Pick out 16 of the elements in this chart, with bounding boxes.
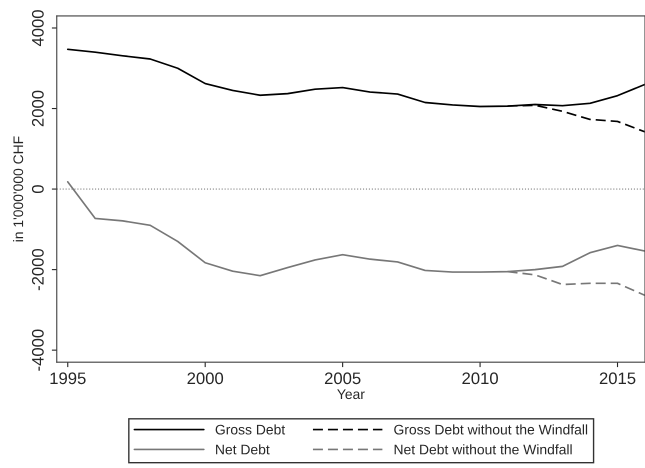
- x-tick-label: 2000: [187, 372, 224, 384]
- y-tick-label: -4000: [32, 329, 44, 371]
- legend-label: Gross Debt without the Windfall: [394, 424, 588, 435]
- y-tick-label: 0: [32, 185, 44, 194]
- y-tick-label: -2000: [32, 248, 44, 290]
- y-tick-label: 2000: [32, 90, 44, 126]
- y-tick-label: 4000: [32, 10, 44, 46]
- x-tick-label: 2010: [462, 372, 498, 384]
- legend-label: Net Debt without the Windfall: [394, 444, 572, 454]
- x-tick-label: 2015: [600, 372, 636, 384]
- y-axis-title: in 1'000'000 CHF: [13, 136, 24, 242]
- legend-label: Net Debt: [216, 444, 270, 454]
- x-axis-title: Year: [337, 389, 365, 400]
- x-tick-label: 2005: [324, 372, 360, 384]
- x-tick-label: 1995: [50, 372, 86, 384]
- legend-label: Gross Debt: [216, 424, 286, 435]
